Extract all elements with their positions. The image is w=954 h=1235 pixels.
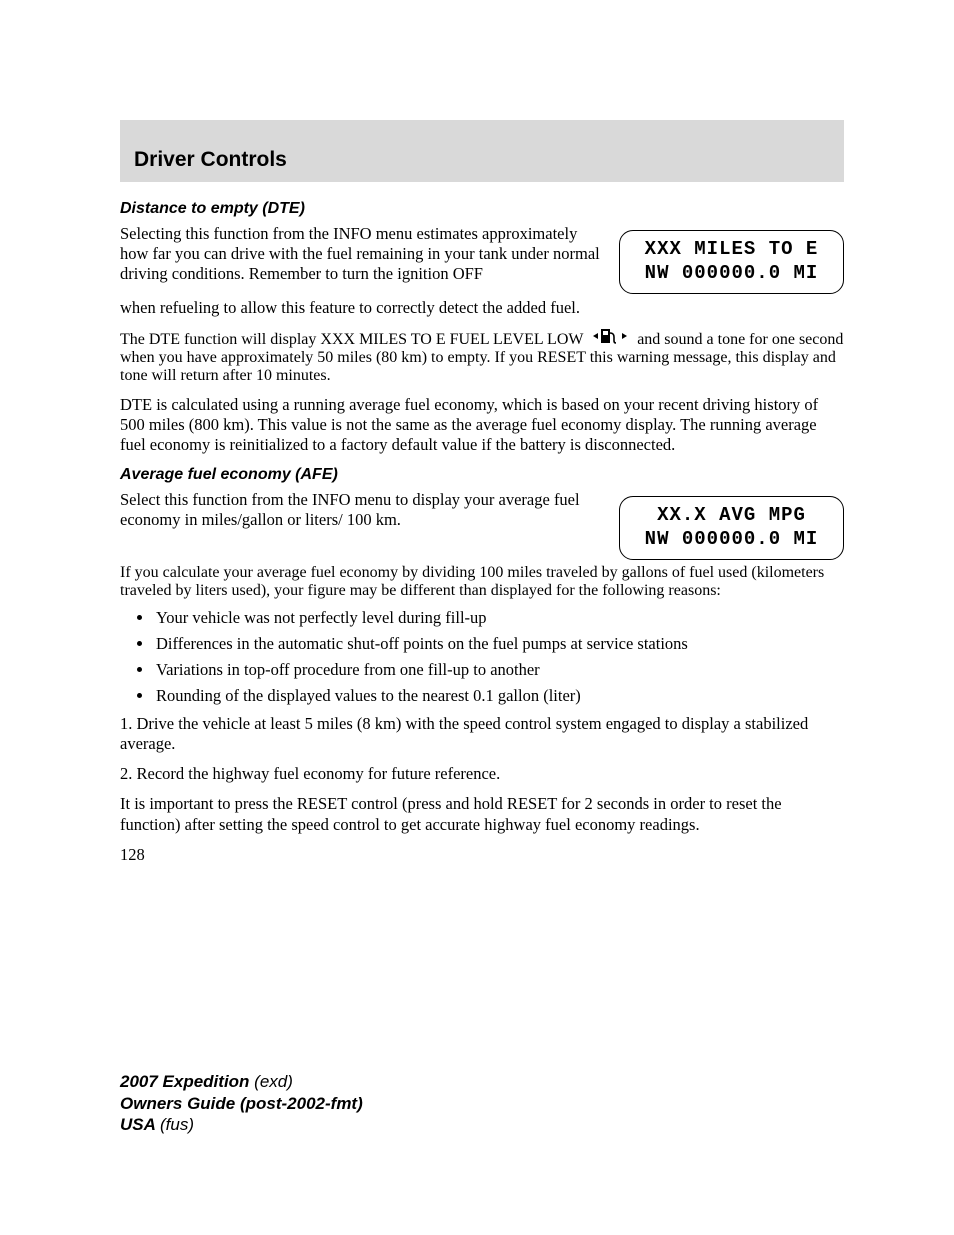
dte-display-line2: NW 000000.0 MI — [645, 262, 819, 286]
afe-bullet: Differences in the automatic shut-off po… — [154, 634, 844, 654]
fuel-pump-icon — [593, 328, 627, 344]
afe-display-box: XX.X AVG MPG NW 000000.0 MI — [619, 496, 844, 560]
dte-display-line1: XXX MILES TO E — [645, 238, 819, 262]
footer-region-code: (fus) — [160, 1115, 194, 1134]
afe-step2: 2. Record the highway fuel economy for f… — [120, 764, 844, 784]
footer-region-bold: USA — [120, 1115, 160, 1134]
dte-display-box: XXX MILES TO E NW 000000.0 MI — [619, 230, 844, 294]
footer-guide: Owners Guide (post-2002-fmt) — [120, 1093, 363, 1114]
afe-bullet: Variations in top-off procedure from one… — [154, 660, 844, 680]
afe-intro-text: Select this function from the INFO menu … — [120, 490, 601, 530]
footer-block: 2007 Expedition (exd) Owners Guide (post… — [120, 1071, 363, 1135]
footer-model-code: (exd) — [254, 1072, 293, 1091]
afe-calc-block: If you calculate your average fuel econo… — [120, 564, 844, 600]
afe-note: It is important to press the RESET contr… — [120, 794, 844, 834]
afe-step1: 1. Drive the vehicle at least 5 miles (8… — [120, 714, 844, 754]
afe-bullet: Your vehicle was not perfectly level dur… — [154, 608, 844, 628]
section-header-bar: Driver Controls — [120, 120, 844, 182]
dte-fuel-pre: The DTE function will display XXX MILES … — [120, 331, 583, 348]
afe-display-line1: XX.X AVG MPG — [657, 504, 806, 528]
afe-intro-row: Select this function from the INFO menu … — [120, 490, 844, 560]
afe-calc-intro: If you calculate your average fuel — [120, 564, 335, 581]
afe-display-line2: NW 000000.0 MI — [645, 528, 819, 552]
dte-intro-row: Selecting this function from the INFO me… — [120, 224, 844, 294]
footer-model-line: 2007 Expedition (exd) — [120, 1071, 363, 1092]
footer-model-bold: 2007 Expedition — [120, 1072, 254, 1091]
page-number: 128 — [120, 845, 844, 865]
footer-region-line: USA (fus) — [120, 1114, 363, 1135]
dte-intro-cont: when refueling to allow this feature to … — [120, 298, 844, 318]
dte-intro-text: Selecting this function from the INFO me… — [120, 224, 601, 284]
afe-bullet: Rounding of the displayed values to the … — [154, 686, 844, 706]
page-content: Driver Controls Distance to empty (DTE) … — [0, 0, 954, 865]
afe-heading: Average fuel economy (AFE) — [120, 466, 844, 484]
dte-calc: DTE is calculated using a running averag… — [120, 395, 844, 455]
dte-heading: Distance to empty (DTE) — [120, 200, 844, 218]
afe-bullet-list: Your vehicle was not perfectly level dur… — [120, 608, 844, 707]
section-title: Driver Controls — [134, 148, 830, 172]
dte-fuel-block: The DTE function will display XXX MILES … — [120, 328, 844, 385]
